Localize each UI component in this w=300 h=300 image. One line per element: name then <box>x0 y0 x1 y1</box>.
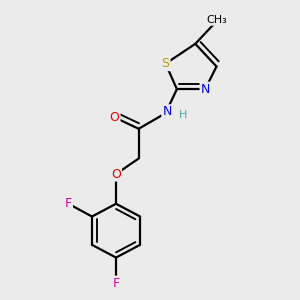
Text: F: F <box>112 277 120 290</box>
Text: S: S <box>162 57 170 70</box>
Text: N: N <box>162 105 172 118</box>
Text: N: N <box>200 82 210 96</box>
Text: O: O <box>111 168 121 181</box>
Text: O: O <box>110 111 120 124</box>
Text: CH₃: CH₃ <box>206 15 227 25</box>
Text: H: H <box>179 110 187 120</box>
Text: F: F <box>65 197 72 210</box>
